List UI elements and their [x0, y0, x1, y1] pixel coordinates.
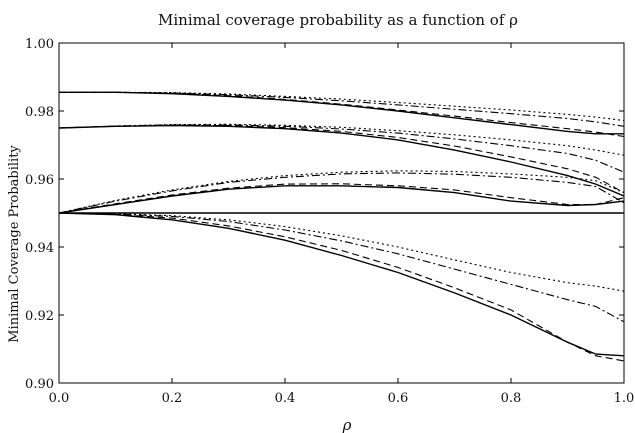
series-line-1-solid [59, 91, 624, 135]
chart-title: Minimal coverage probability as a functi… [158, 11, 518, 29]
axes: 0.0 0.2 0.4 0.6 0.8 1.0 0.90 0.92 0.94 0.96 0.98 1.… [25, 37, 634, 406]
series-line-2-dashed [59, 91, 625, 138]
series-line-9-solid [58, 185, 625, 214]
x-tick-label: 1.0 [614, 391, 635, 406]
x-tick-label: 0.0 [49, 391, 70, 406]
x-tick-label: 0.6 [388, 391, 409, 406]
y-tick-label: 1.00 [25, 37, 54, 52]
series-line-3-dashdot [59, 91, 625, 127]
series-line-17-dotted [58, 212, 625, 292]
x-tick-label: 0.2 [162, 391, 183, 406]
series-line-12-dotted [58, 170, 625, 214]
x-tick-label: 0.8 [501, 391, 522, 406]
series-line-6-dashed [58, 124, 625, 194]
series-line-15-dashed [58, 212, 625, 362]
y-tick-label: 0.98 [25, 105, 54, 120]
y-tick-label: 0.96 [25, 173, 54, 188]
x-tick-label: 0.4 [275, 391, 296, 406]
series-line-10-dashed [58, 183, 625, 214]
x-axis-label: ρ [342, 416, 352, 433]
series-line-7-dashdot [58, 124, 625, 173]
series-line-14-solid [58, 212, 625, 357]
series-line-4-dotted [59, 91, 625, 122]
series-layer [58, 91, 625, 362]
y-tick-label: 0.94 [25, 241, 54, 256]
y-tick-label: 0.90 [25, 377, 54, 392]
series-line-11-dashdot [58, 172, 625, 214]
series-line-16-dashdot [58, 212, 625, 323]
series-line-8-dotted [58, 123, 625, 156]
y-tick-label: 0.92 [25, 309, 54, 324]
y-axis-label: Minimal Coverage Probability [7, 145, 22, 343]
